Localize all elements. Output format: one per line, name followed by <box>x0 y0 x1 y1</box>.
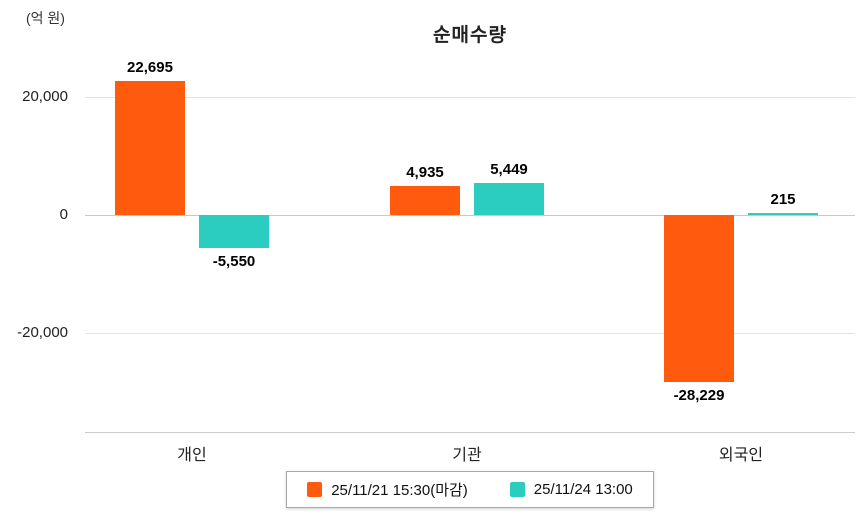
legend-row: 25/11/21 15:30(마감) 25/11/24 13:00 <box>85 471 855 508</box>
legend-label-session2: 25/11/24 13:00 <box>533 481 633 498</box>
bar-value-label-individual-session1: 22,695 <box>127 59 173 77</box>
chart-title: 순매수량 <box>433 25 507 46</box>
bar-value-label-individual-session2: -5,550 <box>212 252 256 270</box>
y-axis-unit-label: (억 원) <box>26 10 65 26</box>
gridline <box>85 333 855 334</box>
legend-label-session1: 25/11/21 15:30(마감) <box>331 482 468 499</box>
y-axis-tick-label: 20,000 <box>22 88 68 105</box>
x-axis-line <box>85 432 855 433</box>
y-axis-tick-label: -20,000 <box>17 324 68 341</box>
bar-institution-session1 <box>390 185 460 215</box>
legend-swatch-orange <box>307 482 323 497</box>
bar-value-label-foreigner-session2: 215 <box>770 191 796 208</box>
bar-individual-session2 <box>199 215 269 248</box>
x-axis-category-label-individual: 개인 <box>177 447 207 464</box>
bar-individual-session1 <box>115 81 185 215</box>
bar-value-label-foreigner-session1: -28,229 <box>673 386 725 404</box>
bar-institution-session2 <box>474 182 544 215</box>
legend: 25/11/21 15:30(마감) 25/11/24 13:00 <box>286 471 654 508</box>
legend-item-session2: 25/11/24 13:00 <box>509 481 633 498</box>
gridline <box>85 97 855 98</box>
bar-foreigner-session2 <box>748 213 818 215</box>
bar-foreigner-session1 <box>664 215 734 382</box>
legend-item-session1: 25/11/21 15:30(마감) <box>307 479 468 500</box>
bar-value-label-institution-session1: 4,935 <box>406 163 444 181</box>
legend-swatch-teal <box>509 482 525 497</box>
zero-gridline <box>85 215 855 216</box>
x-axis-category-label-institution: 기관 <box>452 447 482 464</box>
x-axis-category-label-foreigner: 외국인 <box>718 447 764 464</box>
bar-value-label-institution-session2: 5,449 <box>490 160 528 178</box>
y-axis-tick-label: 0 <box>59 206 68 223</box>
